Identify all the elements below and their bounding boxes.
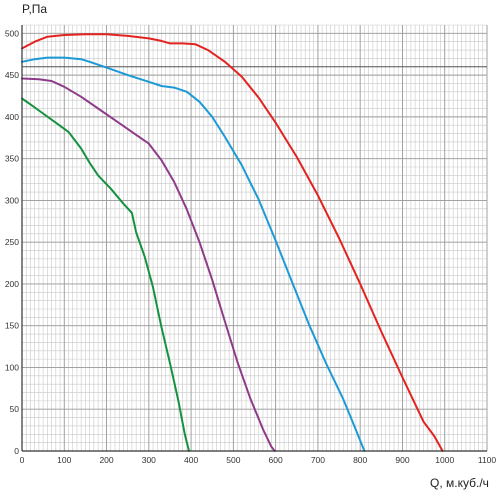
y-tick-label: 450 xyxy=(5,70,19,80)
series-line-3 xyxy=(21,77,276,452)
series-line-1 xyxy=(21,33,444,452)
x-tick-label: 600 xyxy=(269,455,283,465)
x-tick-label: 400 xyxy=(184,455,198,465)
x-tick-label: 200 xyxy=(99,455,113,465)
series-line-4 xyxy=(21,97,190,452)
y-tick-label: 100 xyxy=(5,362,19,372)
minor-grid xyxy=(21,24,488,452)
series-line-2 xyxy=(21,56,366,452)
y-tick-label: 300 xyxy=(5,195,19,205)
y-tick-label: 0 xyxy=(14,446,19,456)
x-tick-label: 300 xyxy=(142,455,156,465)
x-tick-label: 900 xyxy=(395,455,409,465)
x-tick-label: 100 xyxy=(57,455,71,465)
y-tick-label: 50 xyxy=(10,404,20,414)
y-tick-label: 500 xyxy=(5,28,19,38)
x-tick-label: 700 xyxy=(311,455,325,465)
axes xyxy=(21,25,487,452)
y-tick-label: 350 xyxy=(5,154,19,164)
y-tick-label: 400 xyxy=(5,112,19,122)
x-tick-label: 800 xyxy=(353,455,367,465)
x-tick-label: 1000 xyxy=(435,455,454,465)
y-tick-label: 250 xyxy=(5,237,19,247)
y-tick-labels: 0 50 100 150 200 250 300 350 400 450 500 xyxy=(5,28,19,456)
x-tick-label: 1100 xyxy=(478,455,497,465)
series-layer xyxy=(21,33,444,452)
y-axis-title: P,Па xyxy=(22,2,47,16)
x-tick-labels: 0 100 200 300 400 500 600 700 800 900 1000 1100 xyxy=(20,455,497,465)
x-tick-label: 0 xyxy=(20,455,25,465)
y-tick-label: 200 xyxy=(5,279,19,289)
x-axis-title: Q, м.куб./ч xyxy=(430,476,489,490)
x-tick-label: 500 xyxy=(226,455,240,465)
y-tick-label: 150 xyxy=(5,321,19,331)
